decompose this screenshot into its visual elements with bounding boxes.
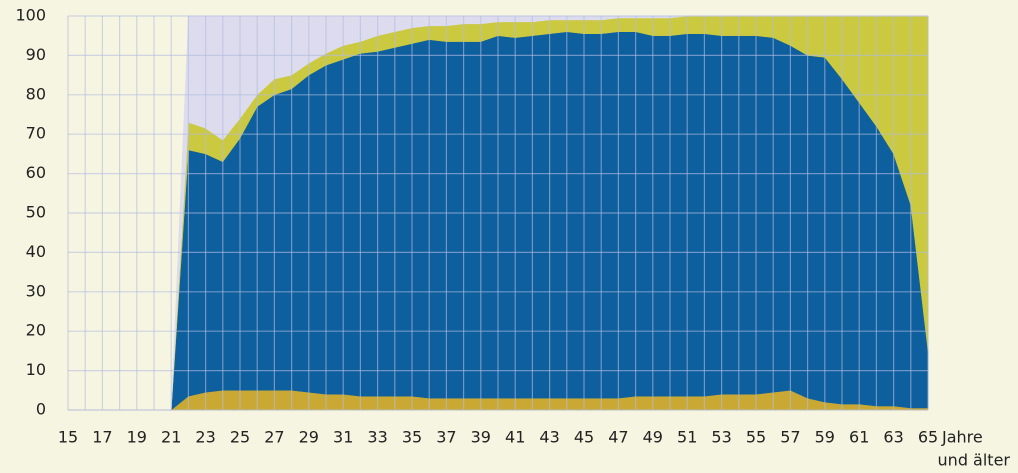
y-tick-label: 50: [26, 203, 46, 222]
x-tick-label: 31: [333, 428, 353, 447]
y-tick-label: 20: [26, 321, 46, 340]
y-tick-label: 70: [26, 124, 46, 143]
x-tick-label: 21: [161, 428, 181, 447]
y-tick-label: 30: [26, 281, 46, 300]
x-tick-label: 47: [608, 428, 628, 447]
x-tick-label: 61: [849, 428, 869, 447]
x-tick-label: 27: [264, 428, 284, 447]
x-tick-label: 29: [299, 428, 319, 447]
x-tick-label: 37: [436, 428, 456, 447]
y-tick-label: 100: [15, 6, 46, 25]
y-tick-label: 90: [26, 45, 46, 64]
x-tick-label: 45: [574, 428, 594, 447]
x-tick-label: 65: [918, 428, 938, 447]
y-tick-label: 80: [26, 84, 46, 103]
y-tick-label: 10: [26, 360, 46, 379]
x-tick-label: 17: [92, 428, 112, 447]
x-tick-label: 43: [539, 428, 559, 447]
y-tick-label: 60: [26, 163, 46, 182]
x-tick-label: 19: [127, 428, 147, 447]
x-tick-label: 63: [883, 428, 903, 447]
x-tick-label: 39: [471, 428, 491, 447]
x-tick-label: 53: [711, 428, 731, 447]
x-tick-label: 49: [643, 428, 663, 447]
x-tick-label: 55: [746, 428, 766, 447]
y-tick-label: 40: [26, 242, 46, 261]
x-tick-label: 25: [230, 428, 250, 447]
x-tick-label: 51: [677, 428, 697, 447]
x-tick-label: 41: [505, 428, 525, 447]
x-tick-label: 57: [780, 428, 800, 447]
x-tick-label: 15: [58, 428, 78, 447]
x-axis-label: Jahre: [941, 428, 983, 447]
x-tick-label: 59: [815, 428, 835, 447]
x-tick-label: 23: [195, 428, 215, 447]
x-tick-label: 35: [402, 428, 422, 447]
x-axis-label: und älter: [938, 451, 1011, 470]
y-tick-label: 0: [36, 400, 46, 419]
x-tick-label: 33: [367, 428, 387, 447]
